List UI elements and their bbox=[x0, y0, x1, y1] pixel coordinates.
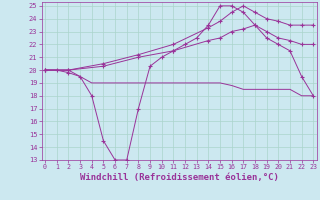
X-axis label: Windchill (Refroidissement éolien,°C): Windchill (Refroidissement éolien,°C) bbox=[80, 173, 279, 182]
